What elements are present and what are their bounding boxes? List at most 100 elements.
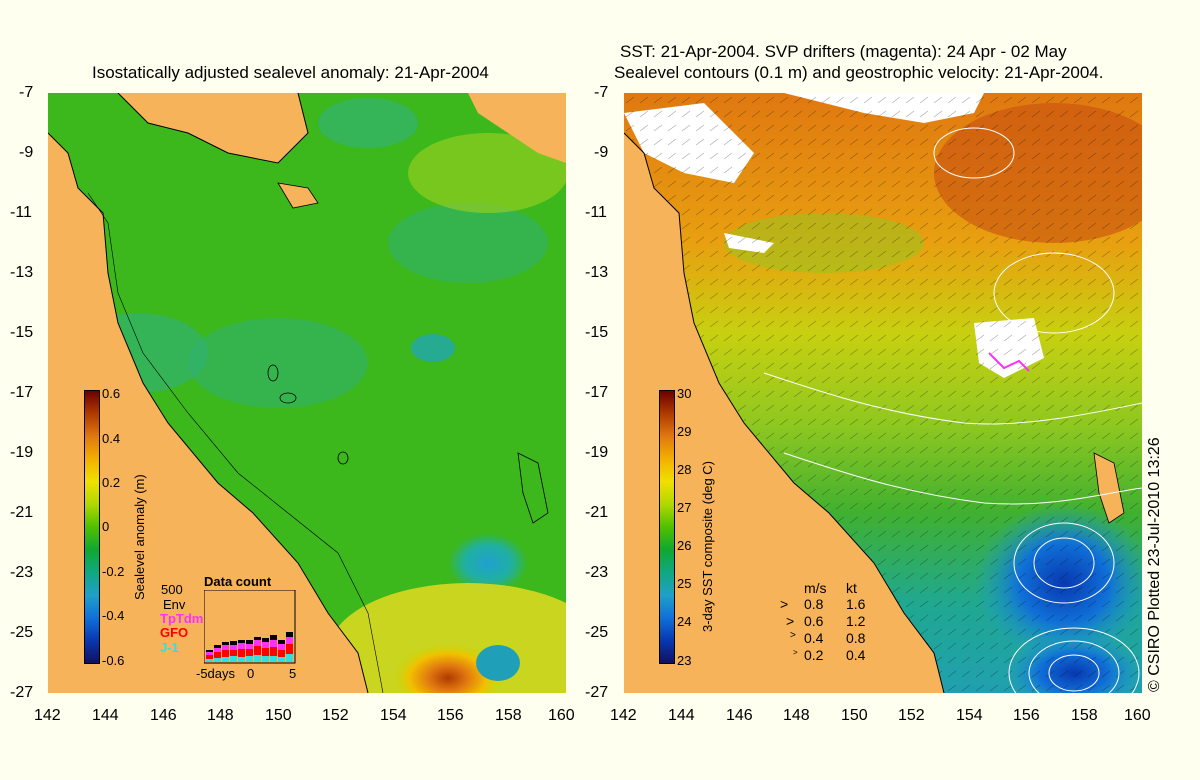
lon-tick: 160 xyxy=(548,707,575,724)
data-count-bar-segment xyxy=(262,638,269,642)
data-count-bar-segment xyxy=(206,659,213,662)
lon-tick: 156 xyxy=(437,707,464,724)
data-count-bar-segment xyxy=(238,657,245,662)
data-count-bar-segment xyxy=(222,645,229,650)
data-count-bar-segment xyxy=(222,657,229,662)
data-count-bar-segment xyxy=(262,642,269,648)
colorbar-tick: 0.4 xyxy=(102,431,121,446)
data-count-bar-segment xyxy=(246,644,253,649)
sst-map xyxy=(624,93,1142,693)
data-count-bar-segment xyxy=(270,635,277,640)
mission-gfo: GFO xyxy=(160,625,189,640)
dc-xtick: 5 xyxy=(289,666,297,681)
data-count-bar-segment xyxy=(286,654,293,662)
lon-tick: 154 xyxy=(380,707,407,724)
data-count-title: Data count xyxy=(204,574,272,589)
lat-tick: -15 xyxy=(10,324,34,341)
lat-tick: -19 xyxy=(585,444,609,461)
velocity-arrow-icon: > xyxy=(790,630,796,641)
mission-j1: J-1 xyxy=(160,640,179,655)
velocity-arrow-icon: > xyxy=(793,648,798,657)
data-count-bar-segment xyxy=(262,648,269,656)
csiro-credit: © CSIRO Plotted 23-Jul-2010 13:26 xyxy=(1146,437,1163,692)
lon-tick: 160 xyxy=(1124,707,1151,724)
lat-tick: -11 xyxy=(10,204,32,221)
lon-tick: 142 xyxy=(34,707,61,724)
data-count-bar-segment xyxy=(206,652,213,655)
lat-tick: -17 xyxy=(10,384,34,401)
sealevel-anomaly-map xyxy=(48,93,566,693)
dc-xtick: 0 xyxy=(247,666,255,681)
data-count-bar-segment xyxy=(222,642,229,645)
lon-tick: 158 xyxy=(495,707,522,724)
lat-tick: -23 xyxy=(585,564,609,581)
data-count-bar-segment xyxy=(286,632,293,637)
colorbar-tick: 0.2 xyxy=(102,475,121,490)
lat-tick: -9 xyxy=(594,144,609,161)
sst-colorbar xyxy=(659,390,675,664)
data-count-bar-segment xyxy=(254,640,261,646)
right-map-title-line1: SST: 21-Apr-2004. SVP drifters (magenta)… xyxy=(620,42,1067,61)
data-count-bar-segment xyxy=(230,641,237,645)
data-count-bar-segment xyxy=(214,658,221,662)
lon-tick: 154 xyxy=(956,707,983,724)
data-count-bar-segment xyxy=(270,640,277,647)
colorbar-tick: 30 xyxy=(677,386,692,401)
data-count-bar-segment xyxy=(214,645,221,648)
data-count-bar-segment xyxy=(206,655,213,659)
lat-tick: -27 xyxy=(10,684,34,701)
lon-tick: 146 xyxy=(726,707,753,724)
velocity-key-ms: 0.8 xyxy=(804,596,824,612)
data-count-bar-segment xyxy=(270,656,277,662)
colorbar-tick: 27 xyxy=(677,500,692,515)
lon-tick: 144 xyxy=(92,707,119,724)
data-count-bar-segment xyxy=(238,643,245,649)
lon-tick: 150 xyxy=(841,707,868,724)
lon-tick: 146 xyxy=(150,707,177,724)
mission-tptdm: TpTdm xyxy=(160,611,204,626)
sealevel-colorbar-label: Sealevel anomaly (m) xyxy=(132,474,147,600)
data-count-bar-segment xyxy=(270,647,277,656)
left-map-title: Isostatically adjusted sealevel anomaly:… xyxy=(92,63,489,82)
data-count-bar-segment xyxy=(222,650,229,657)
lat-tick: -27 xyxy=(585,684,609,701)
lat-tick: -11 xyxy=(585,204,607,221)
colorbar-tick: -0.6 xyxy=(102,653,125,668)
data-count-bar-segment xyxy=(278,650,285,657)
lat-tick: -13 xyxy=(10,264,34,281)
lat-tick: -21 xyxy=(10,504,34,521)
colorbar-tick: 23 xyxy=(677,653,692,668)
lat-tick: -15 xyxy=(585,324,609,341)
data-count-bar-segment xyxy=(262,656,269,662)
colorbar-tick: 29 xyxy=(677,424,692,439)
sst-colorbar-label: 3-day SST composite (deg C) xyxy=(700,461,715,632)
velocity-key-kt: 0.8 xyxy=(846,630,866,646)
data-count-bar-segment xyxy=(278,640,285,644)
data-count-bar-segment xyxy=(214,652,221,658)
colorbar-tick: -0.2 xyxy=(102,564,125,579)
data-count-bar-segment xyxy=(238,649,245,657)
data-count-bar-segment xyxy=(254,655,261,662)
colorbar-tick: 28 xyxy=(677,462,692,477)
velocity-key-kt: 1.2 xyxy=(846,613,866,629)
lat-tick: -19 xyxy=(10,444,34,461)
data-count-bar-segment xyxy=(230,650,237,656)
lon-tick: 148 xyxy=(783,707,810,724)
lon-tick: 150 xyxy=(265,707,292,724)
data-count-bar-segment xyxy=(286,644,293,654)
lat-tick: -17 xyxy=(585,384,609,401)
lon-tick: 152 xyxy=(898,707,925,724)
velocity-key-ms: 0.2 xyxy=(804,647,824,663)
lat-tick: -25 xyxy=(585,624,609,641)
data-count-bar-segment xyxy=(278,644,285,650)
data-count-bar-segment xyxy=(230,656,237,662)
colorbar-tick: 26 xyxy=(677,538,692,553)
data-count-bar-segment xyxy=(286,637,293,644)
colorbar-tick: 25 xyxy=(677,576,692,591)
velocity-key-ms-header: m/s xyxy=(804,580,827,596)
sealevel-colorbar xyxy=(84,390,100,664)
velocity-arrow-icon: > xyxy=(786,613,795,629)
data-count-bar-segment xyxy=(254,646,261,655)
lat-tick: -25 xyxy=(10,624,34,641)
lon-tick: 158 xyxy=(1071,707,1098,724)
